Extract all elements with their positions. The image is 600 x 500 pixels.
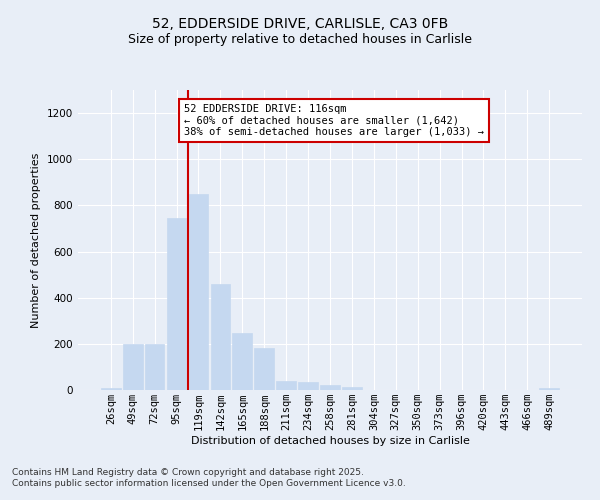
Bar	[123, 344, 143, 390]
Bar	[320, 386, 340, 390]
Y-axis label: Number of detached properties: Number of detached properties	[31, 152, 41, 328]
Text: Contains HM Land Registry data © Crown copyright and database right 2025.
Contai: Contains HM Land Registry data © Crown c…	[12, 468, 406, 487]
Text: 52 EDDERSIDE DRIVE: 116sqm
← 60% of detached houses are smaller (1,642)
38% of s: 52 EDDERSIDE DRIVE: 116sqm ← 60% of deta…	[184, 104, 484, 137]
Bar	[276, 381, 296, 390]
Bar	[101, 388, 121, 390]
Text: 52, EDDERSIDE DRIVE, CARLISLE, CA3 0FB: 52, EDDERSIDE DRIVE, CARLISLE, CA3 0FB	[152, 18, 448, 32]
Text: Size of property relative to detached houses in Carlisle: Size of property relative to detached ho…	[128, 32, 472, 46]
Bar	[232, 333, 252, 390]
Bar	[188, 194, 208, 390]
Bar	[342, 387, 362, 390]
Bar	[254, 348, 274, 390]
Bar	[167, 218, 187, 390]
Bar	[539, 388, 559, 390]
Bar	[211, 284, 230, 390]
X-axis label: Distribution of detached houses by size in Carlisle: Distribution of detached houses by size …	[191, 436, 469, 446]
Bar	[145, 344, 164, 390]
Bar	[298, 382, 318, 390]
